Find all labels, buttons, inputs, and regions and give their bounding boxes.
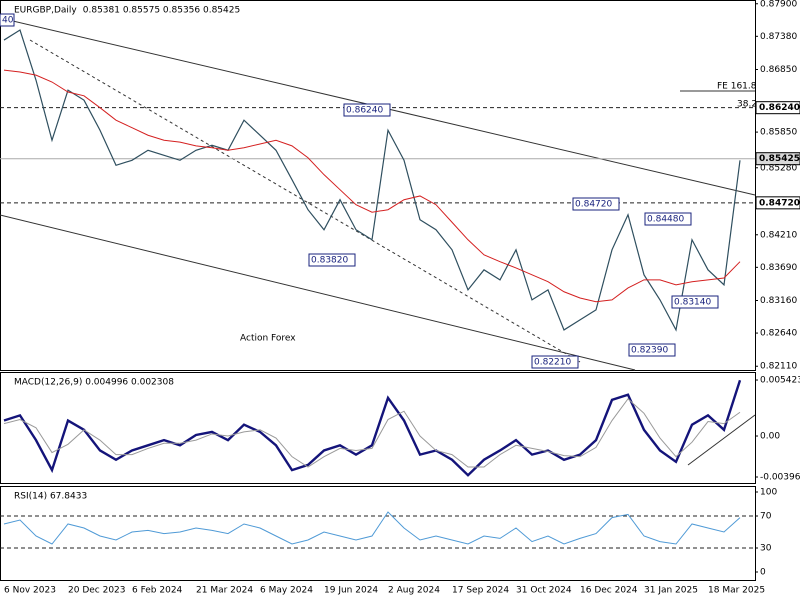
- y-tick-label: 0.00: [760, 432, 780, 442]
- y-tick-label: 0.86850: [760, 65, 797, 75]
- annotation-box: [531, 355, 579, 369]
- x-tick-label: 20 Dec 2023: [68, 586, 126, 596]
- series-line: [3, 398, 741, 468]
- annotation: 38.2: [737, 100, 757, 110]
- y-tick-label: 0.82110: [760, 362, 797, 372]
- panel-title: RSI(14) 67.8433: [14, 492, 87, 502]
- annotation-box: [343, 103, 391, 117]
- x-tick-label: 17 Sep 2024: [452, 586, 509, 596]
- price-panel: [0, 0, 756, 371]
- annotation: 0.83140: [674, 298, 711, 308]
- annotation-box: [644, 212, 692, 226]
- y-tick-label: 0: [760, 568, 766, 578]
- x-tick-label: 19 Jun 2024: [324, 586, 378, 596]
- rsi-panel: [0, 486, 756, 581]
- annotation: 0.84720: [575, 200, 612, 210]
- x-tick-label: 31 Jan 2025: [644, 586, 698, 596]
- annotation: 0.82390: [631, 346, 668, 356]
- y-tick-label: 0.83690: [760, 263, 797, 273]
- annotation-box: [308, 253, 356, 267]
- y-tick-label: -0.003968: [760, 472, 800, 482]
- level-label: 0.84720: [759, 198, 800, 208]
- panel-subtitle: 0.85381 0.85575 0.85356 0.85425: [83, 6, 240, 16]
- y-tick-label: 0.85280: [760, 163, 797, 173]
- x-tick-label: 18 Mar 2025: [708, 586, 765, 596]
- annotation: 0.84480: [647, 215, 684, 225]
- y-tick-label: 0.83160: [760, 296, 797, 306]
- y-tick-label: 100: [760, 488, 777, 498]
- x-tick-label: 2 Aug 2024: [388, 586, 440, 596]
- series-line: [3, 69, 741, 303]
- y-tick-label: 70: [760, 512, 772, 522]
- series-line: [3, 511, 741, 545]
- series-line: [3, 379, 742, 477]
- panel-title: EURGBP,Daily: [14, 6, 77, 16]
- series-line: [3, 29, 741, 332]
- x-tick-label: 21 Mar 2024: [196, 586, 253, 596]
- annotation: 0.82210: [534, 358, 571, 368]
- annotation-box: [0, 13, 15, 27]
- x-tick-label: 6 Nov 2023: [4, 586, 56, 596]
- watermark: Action Forex: [240, 334, 296, 344]
- y-tick-label: 0.87380: [760, 32, 797, 42]
- level-label-box: [755, 196, 800, 210]
- x-tick-label: 6 May 2024: [260, 586, 313, 596]
- panel-title: MACD(12,26,9) 0.004996 0.002308: [14, 378, 174, 388]
- channel-lower: [0, 214, 636, 371]
- annotation: 0.83820: [311, 256, 348, 266]
- level-label-box: [755, 101, 800, 115]
- y-tick-label: 0.85850: [760, 128, 797, 138]
- y-tick-label: 30: [760, 544, 772, 554]
- annotation-box: [671, 295, 719, 309]
- level-label: 0.85425: [759, 154, 800, 164]
- annotation-box: [628, 343, 676, 357]
- y-tick-label: 0.82640: [760, 329, 797, 339]
- y-tick-label: 0.005423: [760, 376, 800, 386]
- y-tick-label: 0.84210: [760, 230, 797, 240]
- annotation: 40: [2, 16, 14, 26]
- level-label-box: [755, 152, 800, 166]
- x-tick-label: 6 Feb 2024: [132, 586, 183, 596]
- x-tick-label: 31 Oct 2024: [516, 586, 572, 596]
- annotation: 0.86240: [346, 106, 383, 116]
- trend-dashed: [29, 39, 581, 363]
- macd-trendline: [687, 414, 756, 466]
- y-tick-label: 0.87900: [760, 0, 797, 9]
- annotation: FE 161.8: [717, 82, 757, 92]
- level-label: 0.86240: [759, 103, 800, 113]
- annotation-box: [572, 197, 620, 211]
- x-tick-label: 16 Dec 2024: [580, 586, 638, 596]
- macd-panel: [0, 372, 756, 484]
